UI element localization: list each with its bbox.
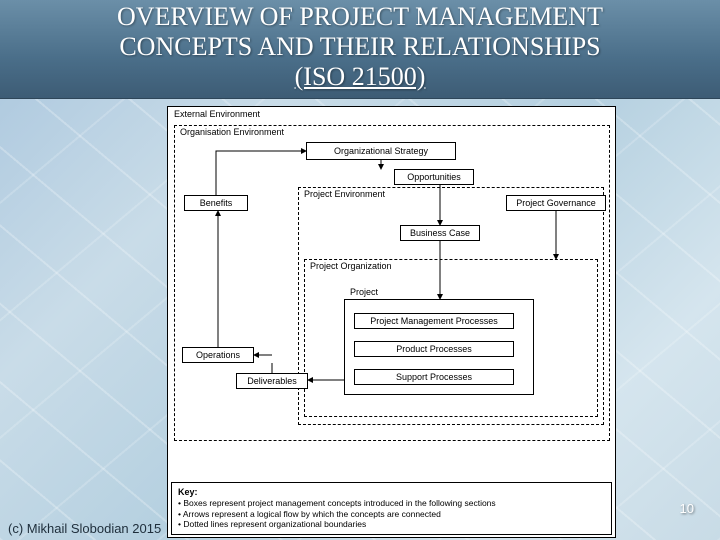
- key-title: Key:: [178, 487, 198, 497]
- iso-21500-diagram: External Environment Organisation Enviro…: [167, 106, 616, 538]
- title-line-2: CONCEPTS AND THEIR RELATIONSHIPS: [20, 32, 700, 62]
- key-bullet-1: Boxes represent project management conce…: [183, 498, 495, 508]
- title-line-1: OVERVIEW OF PROJECT MANAGEMENT: [20, 2, 700, 32]
- slide-title: OVERVIEW OF PROJECT MANAGEMENT CONCEPTS …: [0, 0, 720, 99]
- key-bullet-3: Dotted lines represent organizational bo…: [183, 519, 366, 529]
- key-bullet-2: Arrows represent a logical flow by which…: [183, 509, 441, 519]
- title-line-3: (ISO 21500): [20, 62, 700, 92]
- copyright: (c) Mikhail Slobodian 2015: [8, 521, 161, 536]
- diagram-arrows: [168, 107, 615, 537]
- page-number: 10: [680, 501, 694, 516]
- diagram-key: Key: • Boxes represent project managemen…: [171, 482, 612, 535]
